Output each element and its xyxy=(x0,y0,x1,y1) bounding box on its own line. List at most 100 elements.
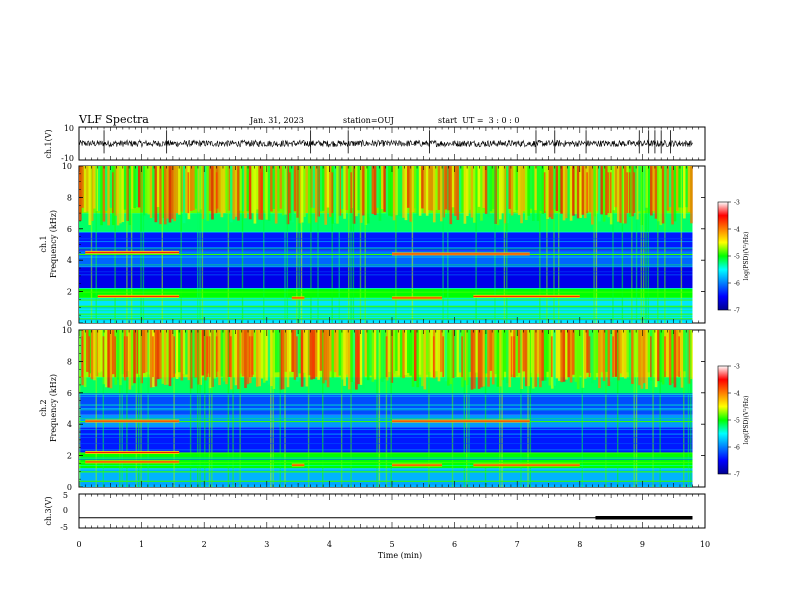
spectrogram-cell xyxy=(310,330,313,380)
spectrogram-cell xyxy=(640,330,644,389)
spectrogram-cell xyxy=(123,166,127,210)
colorbar-tick-label: -6 xyxy=(734,281,740,288)
spectrogram-cell xyxy=(430,166,434,211)
spectrogram-cell xyxy=(668,166,672,208)
spectrogram-cell xyxy=(480,330,483,388)
spectrogram-cell xyxy=(680,330,684,388)
spectrogram-cell xyxy=(343,166,346,219)
spectrogram-hot-cell xyxy=(357,336,360,378)
ch1-spectrogram-image xyxy=(79,166,693,323)
spectrogram-cell xyxy=(628,330,632,380)
spectrogram-cell xyxy=(675,330,679,377)
spectrogram-cell xyxy=(340,166,344,210)
spectrogram-cell xyxy=(246,166,250,212)
ch2-colorbar xyxy=(717,365,729,475)
spectrogram-cell xyxy=(437,166,441,210)
spectrogram-cell xyxy=(673,330,677,388)
spectrogram-cell xyxy=(369,166,372,218)
spectrogram-emission-core xyxy=(85,420,180,422)
spectrogram-cell xyxy=(163,166,167,225)
spectrogram-cell xyxy=(527,166,530,216)
spectrogram-hot-cell xyxy=(461,336,463,378)
spectrogram-cell xyxy=(274,330,278,373)
spectrogram-cell xyxy=(324,330,328,381)
spectrogram-sferic xyxy=(90,166,93,323)
spectrogram-cell xyxy=(557,330,561,381)
spectrogram-cell xyxy=(647,330,651,373)
colorbar-tick-label: -6 xyxy=(734,445,740,452)
spectrogram-cell xyxy=(468,166,471,210)
spectrogram-ytick-label: 6 xyxy=(67,225,72,234)
spectrogram-cell xyxy=(572,166,575,216)
spectrogram-sferic xyxy=(647,166,650,323)
spectrogram-sferic xyxy=(657,166,659,323)
spectrogram-emission-line xyxy=(79,299,693,301)
spectrogram-sferic xyxy=(475,166,477,323)
spectrogram-sferic xyxy=(595,166,598,323)
spectrogram-emission-core xyxy=(291,464,305,466)
spectrogram-cell xyxy=(272,166,276,209)
spectrogram-cell xyxy=(213,330,217,379)
spectrogram-cell xyxy=(624,330,627,379)
spectrogram-cell xyxy=(435,166,438,210)
spectrogram-cell xyxy=(480,166,483,221)
spectrogram-sferic xyxy=(317,166,319,323)
spectrogram-cell xyxy=(609,330,613,382)
spectrogram-cell xyxy=(605,166,608,215)
spectrogram-cell xyxy=(319,166,323,212)
spectrogram-sferic xyxy=(310,166,312,323)
spectrogram-cell xyxy=(449,330,453,385)
spectrogram-cell xyxy=(168,166,172,223)
spectrogram-sferic xyxy=(95,166,97,323)
spectrogram-cell xyxy=(593,330,597,380)
spectrogram-hot-cell xyxy=(123,336,126,378)
spectrogram-cell xyxy=(435,330,438,372)
figure-title: VLF Spectra xyxy=(78,113,149,126)
spectrogram-cell xyxy=(586,330,589,373)
spectrogram-cell xyxy=(255,330,259,387)
spectrogram-cell xyxy=(515,166,519,211)
spectrogram-cell xyxy=(482,166,486,208)
spectrogram-hline xyxy=(79,315,693,317)
spectrogram-sferic xyxy=(298,166,300,323)
spectrogram-cell xyxy=(359,330,363,385)
spectrogram-cell xyxy=(265,166,269,220)
spectrogram-hot-cell xyxy=(350,172,352,214)
spectrogram-sferic xyxy=(447,166,449,323)
spectrogram-cell xyxy=(194,166,198,209)
spectrogram-cell xyxy=(258,330,261,387)
spectrogram-cell xyxy=(336,166,339,224)
spectrogram-sferic xyxy=(631,166,633,323)
spectrogram-hline xyxy=(79,271,693,273)
spectrogram-cell xyxy=(529,166,533,209)
spectrogram-hot-cell xyxy=(633,172,636,214)
spectrogram-hot-cell xyxy=(678,336,680,378)
spectrogram-cell xyxy=(355,166,358,217)
spectrogram-cell xyxy=(100,166,103,226)
spectrogram-cell xyxy=(454,330,457,377)
spectrogram-cell xyxy=(477,166,481,207)
spectrogram-cell xyxy=(645,330,648,390)
spectrogram-cell xyxy=(600,330,604,373)
spectrogram-hline xyxy=(79,468,693,470)
spectrogram-cell xyxy=(583,330,587,379)
spectrogram-hline xyxy=(79,247,693,248)
spectrogram-cell xyxy=(383,166,387,212)
spectrogram-cell xyxy=(371,330,375,382)
spectrogram-cell xyxy=(534,330,538,387)
spectrogram-cell xyxy=(392,330,396,374)
spectrogram-cell xyxy=(659,166,663,226)
figure-date: Jan. 31, 2023 xyxy=(249,116,304,125)
spectrogram-hot-cell xyxy=(88,336,91,378)
spectrogram-cell xyxy=(322,166,325,211)
spectrogram-hot-cell xyxy=(173,336,176,378)
spectrogram-cell xyxy=(312,166,316,209)
spectrogram-cell xyxy=(333,166,337,224)
colorbar-tick-label: -4 xyxy=(734,227,740,234)
spectrogram-hot-cell xyxy=(609,172,612,214)
spectrogram-cell xyxy=(532,166,535,221)
spectrogram-cell xyxy=(218,166,221,213)
spectrogram-cell xyxy=(657,330,660,382)
ch1-waveform-spikes xyxy=(103,130,671,154)
